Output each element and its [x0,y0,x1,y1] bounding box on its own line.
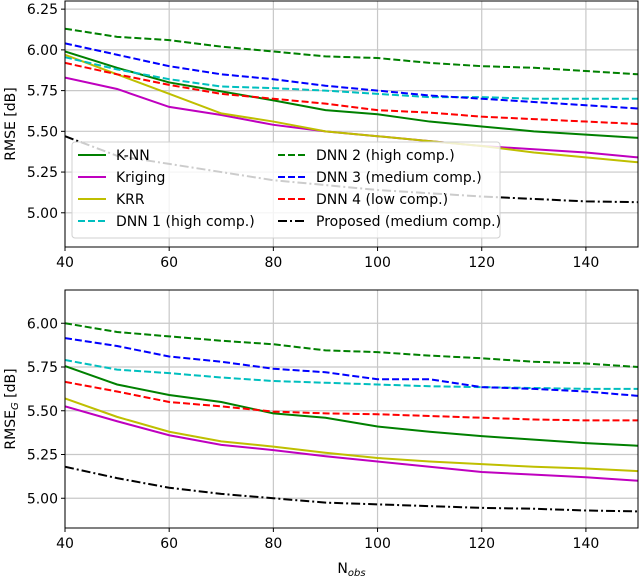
legend: K-NN Kriging KRR DNN 1 (high comp.) DNN 2 (h… [71,141,501,239]
series-line-dnn-3-medium-comp [65,337,638,397]
series-line-dnn-3-medium-comp [65,42,638,110]
y-axis-label-unit: [dB] [3,368,19,402]
legend-label: Kriging [116,170,165,186]
x-tick-label: 100 [364,536,391,552]
subplot-2: 40 60 80 100 120 140 5.00 5.25 5.50 5.75 6.00 RMSEG… [3,289,639,579]
series-line-dnn-2-high-comp [65,322,638,368]
axes-frame [64,0,639,248]
x-tick-label: 40 [56,536,74,552]
legend-label: KRR [116,192,145,208]
y-tick-label: 5.75 [27,360,58,376]
y-axis-label: RMSEG [dB] [3,368,21,449]
y-axis-label-main: RMSE [3,410,19,450]
series-group [65,322,638,513]
y-tick-label: 6.25 [27,2,58,18]
series-line-k-nn [65,50,638,139]
series-line-dnn-1-high-comp [65,56,638,100]
x-tick-label: 80 [264,536,282,552]
y-tick-label: 5.00 [27,206,58,222]
legend-label: DNN 2 (high comp.) [316,148,455,164]
y-tick-label: 5.00 [27,491,58,507]
x-axis-label: Nobs [337,561,365,579]
y-tick-label: 6.00 [27,316,58,332]
y-axis-label-main: RMSE [dB] [3,87,19,160]
series-line-krr [65,397,638,473]
y-tick-label: 5.75 [27,84,58,100]
legend-label: DNN 4 (low comp.) [316,192,448,208]
x-axis-label-main: N [337,561,347,577]
axes-frame [64,289,639,529]
x-tick-label: 60 [160,536,178,552]
y-axis-label: RMSE [dB] [3,87,19,160]
series-line-dnn-4-low-comp [65,61,638,125]
y-tick-label: 5.25 [27,448,58,464]
x-tick-label: 120 [468,255,495,271]
series-line-proposed-medium-comp [65,465,638,513]
series-line-dnn-4-low-comp [65,380,638,422]
legend-label: DNN 1 (high comp.) [116,214,255,230]
x-tick-label: 60 [160,255,178,271]
legend-label: DNN 3 (medium comp.) [316,170,482,186]
series-line-krr [65,53,638,164]
x-tick-label: 140 [573,255,600,271]
y-axis-label-sub: G [10,402,21,410]
x-tick-label: 140 [573,536,600,552]
series-line-dnn-2-high-comp [65,27,638,76]
x-tick-label: 100 [364,255,391,271]
legend-label: K-NN [116,148,150,164]
x-tick-label: 80 [264,255,282,271]
legend-box [71,141,501,239]
x-axis-label-sub: obs [348,568,366,579]
subplot-1: 40 60 80 100 120 140 5.00 5.25 5.50 5.75 6.00 6.25 R… [3,0,639,271]
y-tick-label: 5.25 [27,165,58,181]
y-tick-label: 6.00 [27,43,58,59]
y-tick-label: 5.50 [27,404,58,420]
series-line-kriging [65,405,638,482]
y-tick-label: 5.50 [27,124,58,140]
series-group [65,27,638,204]
x-tick-label: 40 [56,255,74,271]
series-line-dnn-1-high-comp [65,359,638,390]
x-tick-label: 120 [468,536,495,552]
series-line-k-nn [65,365,638,447]
legend-label: Proposed (medium comp.) [316,214,501,230]
